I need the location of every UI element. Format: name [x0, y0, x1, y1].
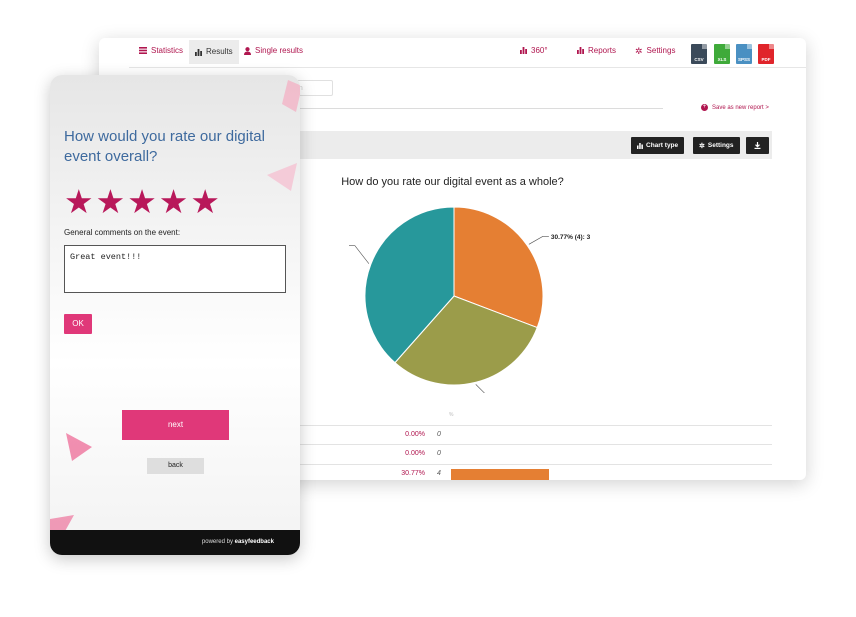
table-row-percent: 0.00%	[405, 450, 425, 457]
star-icon[interactable]: ★	[127, 183, 157, 220]
survey-question-title: How would you rate our digital event ove…	[64, 128, 265, 165]
pie-chart: 30.77% (4): 330.77% (4): 438.46% (5): 5	[349, 206, 591, 393]
chart-type-label: Chart type	[646, 142, 679, 149]
table-row-divider	[299, 444, 772, 445]
nav-reports[interactable]: Reports	[577, 46, 616, 55]
save-as-new-report-link[interactable]: + Save as new report >	[701, 104, 769, 111]
chart-settings-button[interactable]: ✲ Settings	[693, 137, 740, 154]
comment-textarea[interactable]: Great event!!!	[64, 245, 286, 293]
pie-slice	[394, 295, 538, 386]
nav-settings[interactable]: ✲ Settings	[635, 46, 675, 55]
list-icon	[139, 47, 147, 54]
download-button[interactable]	[746, 137, 769, 154]
nav-divider	[129, 67, 806, 68]
decorative-shape	[267, 163, 297, 191]
nav-360[interactable]: 360°	[520, 46, 548, 55]
star-icon[interactable]: ★	[158, 183, 189, 220]
chart-toolbar: Chart type ✲ Settings	[299, 131, 772, 159]
nav-results[interactable]: Results	[189, 40, 239, 64]
pie-slice	[453, 206, 544, 329]
pie-label-leader	[528, 236, 549, 245]
report-top-nav: Statistics Results Single results 360° R…	[99, 38, 806, 68]
chart-settings-label: Settings	[707, 142, 734, 149]
table-row-percent: 0.00%	[405, 431, 425, 438]
nav-360-label: 360°	[531, 46, 548, 55]
pie-label-leader	[475, 384, 485, 393]
nav-single-results[interactable]: Single results	[244, 46, 303, 55]
chart-title: How do you rate our digital event as a w…	[341, 176, 564, 188]
csv-export-label: CSV	[694, 57, 704, 62]
pdf-export-icon[interactable]: PDF	[758, 44, 774, 64]
bar-chart-icon	[577, 47, 584, 54]
nav-single-results-label: Single results	[255, 46, 304, 55]
powered-by-label: powered by	[201, 539, 233, 545]
next-button[interactable]: next	[122, 410, 229, 440]
table-row-percent: 30.77%	[401, 470, 425, 477]
user-icon	[244, 46, 251, 55]
table-row-divider	[299, 464, 772, 465]
csv-export-icon[interactable]: CSV	[691, 44, 707, 64]
bar-chart-icon	[195, 48, 202, 56]
table-column-header: %	[449, 412, 454, 418]
table-row-count: 0	[437, 450, 441, 457]
nav-statistics-label: Statistics	[151, 46, 184, 55]
chart-type-button[interactable]: Chart type	[631, 137, 685, 154]
spss-export-label: SPSS	[737, 57, 750, 62]
decorative-shape	[66, 433, 92, 461]
gear-icon: ✲	[699, 142, 705, 150]
nav-statistics[interactable]: Statistics	[139, 46, 183, 55]
brand-name: easyfeedback	[234, 539, 274, 545]
survey-footer: powered by easyfeedback	[50, 530, 300, 555]
star-icon[interactable]: ★	[190, 183, 220, 220]
powered-by-text: powered by easyfeedback	[202, 539, 274, 545]
table-row-bar	[451, 469, 549, 480]
divider	[299, 108, 663, 109]
decorative-shape	[282, 80, 300, 112]
table-row-count: 0	[437, 431, 441, 438]
xls-export-icon[interactable]: XLS	[714, 44, 730, 64]
table-row-count: 4	[437, 470, 441, 477]
star-icon[interactable]: ★	[64, 183, 94, 220]
bar-chart-icon	[637, 142, 643, 149]
gear-icon: ✲	[635, 45, 643, 56]
plus-circle-icon: +	[701, 104, 708, 111]
pie-slice	[364, 206, 455, 364]
nav-reports-label: Reports	[588, 46, 617, 55]
decorative-shape	[50, 515, 74, 533]
xls-export-label: XLS	[717, 57, 727, 62]
mobile-survey-phone: How would you rate our digital event ove…	[50, 75, 300, 555]
bar-chart-icon	[520, 47, 527, 54]
nav-settings-label: Settings	[646, 46, 676, 55]
star-rating[interactable]: ★ ★ ★ ★ ★	[64, 185, 220, 219]
pie-label-leader	[349, 245, 370, 264]
pie-slice-label: 30.77% (4): 3	[551, 234, 591, 241]
star-icon[interactable]: ★	[95, 183, 126, 220]
comment-label: General comments on the event:	[64, 228, 181, 237]
spss-export-icon[interactable]: SPSS	[736, 44, 752, 64]
back-button[interactable]: back	[147, 458, 204, 474]
download-icon	[754, 142, 761, 149]
pdf-export-label: PDF	[761, 57, 771, 62]
save-as-new-report-label: Save as new report >	[712, 104, 769, 111]
table-row-divider	[299, 425, 772, 426]
nav-results-label: Results	[206, 47, 233, 56]
ok-button[interactable]: OK	[64, 314, 92, 334]
